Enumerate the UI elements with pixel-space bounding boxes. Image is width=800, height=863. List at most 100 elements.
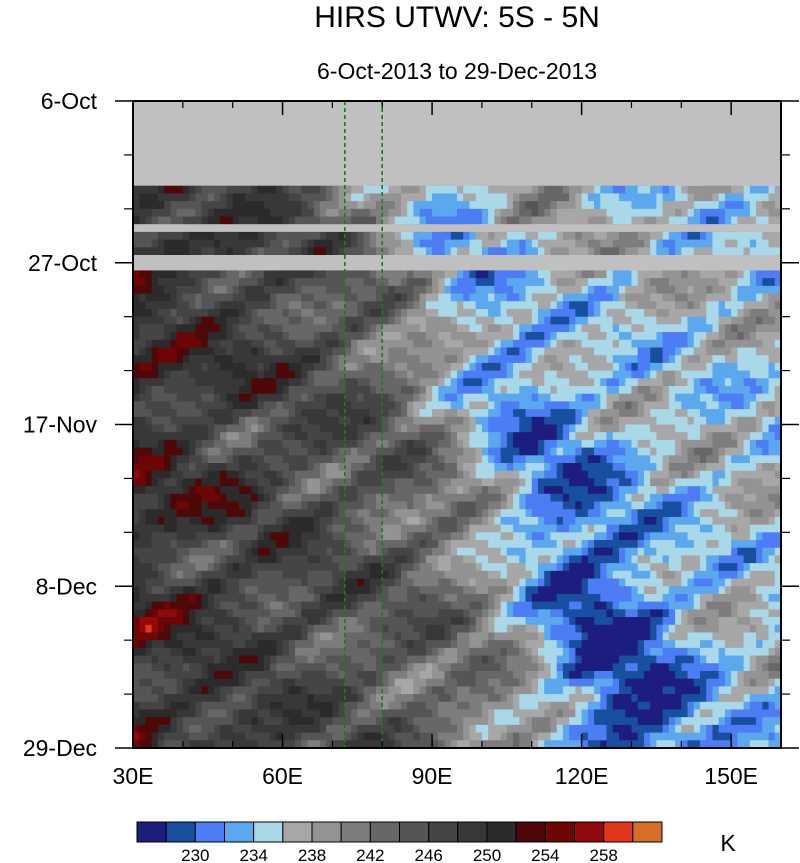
field-cell bbox=[706, 370, 714, 379]
field-cell bbox=[619, 378, 626, 387]
field-cell bbox=[600, 447, 608, 456]
field-cell bbox=[756, 216, 763, 225]
field-cell bbox=[693, 285, 701, 295]
field-cell bbox=[201, 339, 209, 349]
field-cell bbox=[232, 270, 240, 279]
field-cell bbox=[469, 347, 477, 356]
field-cell bbox=[133, 439, 140, 449]
field-cell bbox=[220, 439, 228, 449]
field-cell bbox=[400, 185, 408, 195]
field-cell bbox=[643, 439, 651, 449]
field-cell bbox=[344, 409, 352, 418]
field-cell bbox=[637, 463, 645, 472]
field-cell bbox=[643, 201, 651, 210]
field-cell bbox=[238, 208, 246, 218]
field-cell bbox=[450, 447, 458, 456]
field-cell bbox=[357, 393, 365, 402]
field-cell bbox=[768, 301, 776, 310]
field-cell bbox=[625, 231, 633, 241]
field-cell bbox=[488, 285, 495, 295]
field-cell bbox=[600, 455, 608, 464]
field-cell bbox=[226, 293, 234, 302]
field-cell bbox=[245, 278, 252, 287]
field-cell bbox=[693, 270, 701, 279]
field-cell bbox=[506, 201, 514, 210]
field-cell bbox=[133, 270, 140, 279]
field-cell bbox=[656, 385, 664, 395]
field-cell bbox=[506, 185, 514, 195]
field-cell bbox=[170, 385, 178, 395]
field-cell bbox=[475, 447, 483, 456]
field-cell bbox=[575, 193, 583, 202]
field-cell bbox=[774, 455, 781, 464]
field-cell bbox=[494, 231, 502, 241]
field-cell bbox=[743, 362, 751, 372]
field-cell bbox=[301, 193, 309, 202]
field-cell bbox=[369, 293, 377, 302]
field-cell bbox=[494, 385, 502, 395]
field-cell bbox=[282, 424, 290, 433]
field-cell bbox=[481, 362, 489, 372]
field-cell bbox=[712, 424, 720, 433]
field-cell bbox=[251, 401, 259, 410]
field-cell bbox=[313, 455, 321, 464]
field-cell bbox=[513, 447, 520, 456]
field-cell bbox=[687, 193, 695, 202]
field-cell bbox=[176, 362, 184, 372]
field-cell bbox=[232, 216, 240, 225]
field-cell bbox=[344, 324, 352, 333]
field-cell bbox=[332, 185, 340, 195]
field-cell bbox=[363, 285, 371, 295]
field-cell bbox=[481, 247, 489, 256]
field-cell bbox=[581, 308, 589, 318]
field-cell bbox=[712, 378, 720, 387]
field-cell bbox=[425, 301, 433, 310]
field-cell bbox=[668, 208, 676, 218]
field-cell bbox=[463, 270, 471, 279]
field-cell bbox=[245, 308, 252, 318]
field-cell bbox=[145, 347, 153, 356]
field-cell bbox=[363, 324, 371, 333]
field-cell bbox=[413, 208, 421, 218]
field-cell bbox=[531, 355, 539, 364]
field-cell bbox=[313, 347, 321, 356]
field-cell bbox=[494, 308, 502, 318]
field-cell bbox=[220, 216, 228, 225]
field-cell bbox=[444, 362, 452, 372]
field-cell bbox=[531, 293, 539, 302]
field-cell bbox=[201, 347, 209, 356]
field-cell bbox=[506, 439, 514, 449]
field-cell bbox=[195, 378, 203, 387]
field-cell bbox=[400, 270, 408, 279]
field-cell bbox=[513, 370, 520, 379]
field-cell bbox=[544, 231, 552, 241]
field-cell bbox=[718, 416, 726, 426]
field-cell bbox=[457, 393, 464, 402]
field-cell bbox=[400, 301, 408, 310]
field-cell bbox=[182, 332, 190, 341]
field-cell bbox=[176, 378, 184, 387]
field-cell bbox=[619, 455, 626, 464]
field-cell bbox=[668, 355, 676, 364]
field-cell bbox=[656, 231, 664, 241]
field-cell bbox=[307, 185, 315, 195]
field-cell bbox=[506, 208, 514, 218]
field-cell bbox=[133, 424, 140, 433]
field-cell bbox=[195, 270, 203, 279]
field-cell bbox=[182, 301, 190, 310]
field-cell bbox=[351, 447, 358, 456]
field-cell bbox=[500, 193, 508, 202]
field-cell bbox=[631, 216, 639, 225]
field-cell bbox=[432, 339, 439, 349]
field-cell bbox=[382, 409, 390, 418]
field-cell bbox=[743, 463, 751, 472]
field-cell bbox=[625, 370, 633, 379]
field-cell bbox=[407, 355, 414, 364]
field-cell bbox=[749, 385, 757, 395]
field-cell bbox=[176, 409, 184, 418]
field-cell bbox=[581, 185, 589, 195]
field-cell bbox=[176, 416, 184, 426]
field-cell bbox=[357, 455, 365, 464]
field-cell bbox=[743, 393, 751, 402]
field-cell bbox=[276, 216, 284, 225]
